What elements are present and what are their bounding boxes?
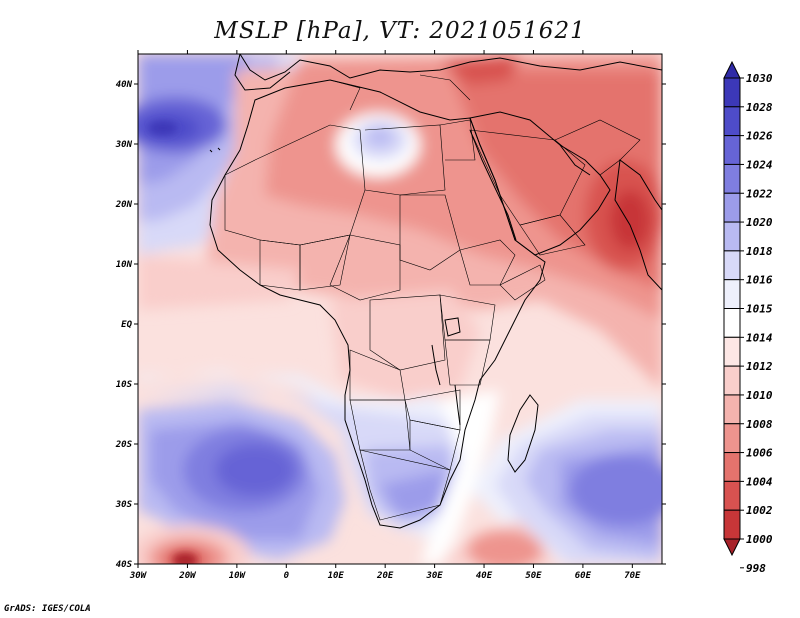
red-sea (469, 129, 517, 241)
lon-label: 10W (229, 571, 247, 581)
colorbar-label: 1002 (746, 504, 773, 517)
iberia-coastline (234, 54, 291, 91)
colorbar-segment (723, 452, 741, 482)
colorbar-bottom-arrow (723, 538, 741, 557)
lat-label: 40N (116, 80, 133, 90)
axis-ticks: 30W 20W 10W 0 10E 20E 30E 40E 50E 60E 70E 40N 30N 20N… (115, 50, 666, 581)
colorbar-label: 1030 (746, 72, 773, 85)
colorbar-label: 1022 (746, 187, 773, 200)
colorbar-segment (723, 509, 741, 540)
lat-label: 20N (115, 200, 133, 210)
lon-label: 10E (328, 571, 345, 581)
colorbar-segment (723, 480, 741, 511)
colorbar-label: 1006 (746, 447, 773, 460)
colorbar-label: 1014 (746, 331, 773, 344)
colorbar-label: 1026 (746, 130, 773, 143)
colorbar-segment (723, 77, 741, 108)
colorbar: 1030 1028 1026 1024 1022 1020 1018 1016 1015 1014… (723, 60, 773, 575)
madagascar-coastline (507, 394, 539, 473)
colorbar-label: 1004 (746, 475, 773, 488)
country-borders (224, 74, 641, 521)
coastlines (209, 54, 662, 529)
pressure-field (138, 54, 662, 564)
colorbar-label: 1010 (746, 389, 773, 402)
europe-coastline (239, 54, 662, 81)
colorbar-label: 1018 (746, 245, 773, 258)
lat-label: 20S (115, 440, 133, 450)
lake-malawi (454, 384, 461, 426)
colorbar-segment (723, 221, 741, 252)
lat-label: 40S (116, 560, 133, 570)
colorbar-top-arrow (723, 60, 741, 79)
colorbar-label: 1000 (746, 533, 773, 546)
lon-label: 60E (575, 571, 592, 581)
colorbar-segment (723, 163, 741, 194)
lat-label: 10N (116, 260, 133, 270)
colorbar-label: 1028 (746, 101, 773, 114)
colorbar-label: 1008 (746, 418, 773, 431)
colorbar-label: 1016 (746, 274, 773, 287)
lat-label: 30S (115, 500, 133, 510)
colorbar-segment (723, 365, 741, 396)
lon-label: 20E (376, 571, 394, 581)
lake-tanganyika (431, 344, 441, 386)
lon-label: 50E (525, 571, 542, 581)
lon-label: 70E (624, 571, 641, 581)
india-coastline (614, 159, 662, 291)
lat-label: 30N (115, 140, 133, 150)
colorbar-segment (723, 336, 741, 367)
lat-label: 10S (116, 380, 133, 390)
lon-label: 0 (284, 571, 290, 581)
lon-label: 20W (178, 571, 197, 581)
colorbar-segment (723, 106, 741, 137)
colorbar-label: 1020 (746, 216, 773, 229)
map-frame (137, 53, 663, 565)
lat-label: EQ (121, 320, 132, 330)
lon-label: 40E (476, 571, 493, 581)
colorbar-label: 1015 (746, 303, 773, 316)
persian-gulf (559, 144, 591, 176)
colorbar-segment (723, 394, 741, 425)
colorbar-label: 998 (746, 562, 766, 575)
colorbar-label: 1012 (746, 360, 773, 373)
chart-title: MSLP [hPa], VT: 2021051621 (214, 18, 586, 44)
colorbar-segment (723, 308, 741, 338)
colorbar-segment (723, 192, 741, 223)
colorbar-segment (723, 423, 741, 454)
colorbar-label: 1024 (746, 158, 773, 171)
lon-label: 30W (129, 571, 148, 581)
canary-islands (209, 147, 221, 153)
lake-victoria (444, 317, 461, 337)
credit-text: GrADS: IGES/COLA (4, 604, 91, 614)
colorbar-segment (723, 279, 741, 309)
lon-label: 30E (425, 571, 443, 581)
colorbar-segment (723, 135, 741, 165)
colorbar-segment (723, 250, 741, 281)
